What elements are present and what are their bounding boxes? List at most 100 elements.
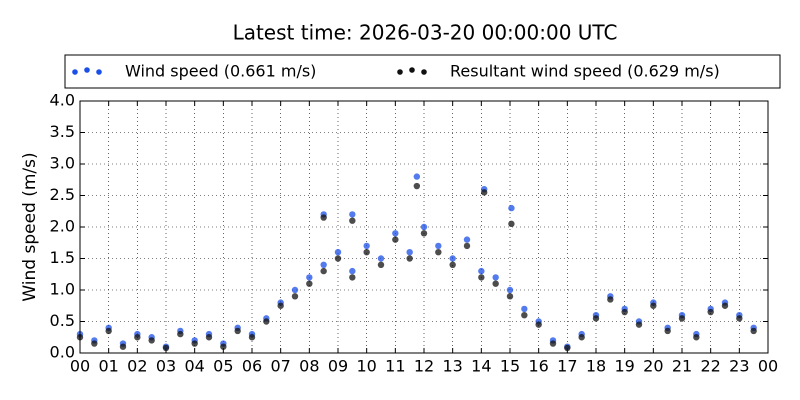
x-tick-label: 05: [213, 357, 233, 376]
point: [750, 327, 757, 335]
point: [377, 261, 385, 268]
point: [320, 214, 327, 221]
point: [413, 182, 421, 190]
legend-marker: [96, 69, 102, 75]
x-tick-label: 08: [299, 357, 319, 376]
point: [334, 255, 342, 262]
point: [635, 321, 643, 328]
point: [478, 274, 485, 281]
x-tick-label: 21: [672, 357, 692, 376]
point: [492, 274, 499, 281]
point: [349, 211, 356, 218]
point: [463, 242, 471, 250]
x-tick-label: 00: [758, 357, 778, 376]
legend-marker: [84, 67, 90, 73]
point: [320, 261, 327, 268]
legend-label: Wind speed (0.661 m/s): [125, 62, 316, 81]
point: [506, 286, 514, 294]
chart-title: Latest time: 2026-03-20 00:00:00 UTC: [233, 21, 618, 45]
point: [105, 327, 112, 335]
point: [220, 343, 227, 350]
point: [578, 334, 585, 341]
x-tick-label: 10: [356, 357, 376, 376]
y-tick-label: 3.5: [50, 122, 75, 141]
point: [535, 321, 542, 328]
point: [162, 344, 170, 352]
x-tick-label: 14: [471, 357, 491, 376]
point: [119, 343, 127, 350]
point: [392, 230, 399, 237]
x-tick-label: 03: [156, 357, 176, 376]
point: [148, 337, 155, 344]
x-tick-label: 02: [127, 357, 147, 376]
x-tick-label: 00: [70, 357, 90, 376]
x-tick-label: 22: [700, 357, 720, 376]
x-tick-label: 20: [643, 357, 663, 376]
point: [435, 249, 442, 256]
x-tick-label: 19: [614, 357, 634, 376]
point: [134, 334, 141, 341]
point: [664, 327, 671, 335]
legend-marker: [409, 67, 415, 73]
x-tick-label: 09: [328, 357, 348, 376]
point: [234, 327, 241, 335]
point: [349, 267, 356, 275]
point: [592, 315, 600, 322]
point: [481, 189, 488, 196]
point: [549, 340, 557, 347]
point: [363, 242, 370, 250]
point: [508, 204, 515, 212]
y-axis-label: Wind speed (m/s): [20, 152, 40, 301]
point: [406, 255, 413, 262]
y-tick-label: 0.5: [50, 311, 75, 330]
point: [463, 236, 471, 243]
plot-frame: [79, 100, 769, 354]
point: [406, 249, 413, 256]
x-tick-label: 06: [242, 357, 262, 376]
point: [334, 249, 342, 256]
point: [478, 267, 485, 275]
point: [91, 340, 98, 347]
point: [191, 340, 198, 347]
point: [263, 318, 270, 325]
point: [306, 274, 313, 281]
point: [492, 280, 499, 287]
point: [177, 330, 184, 338]
point: [205, 334, 213, 341]
legend-marker: [421, 69, 427, 75]
point: [650, 302, 657, 309]
y-tick-label: 1.0: [50, 280, 75, 299]
x-tick-label: 18: [586, 357, 606, 376]
point: [707, 308, 714, 316]
point: [508, 220, 515, 228]
x-tick-label: 13: [442, 357, 462, 376]
y-tick-label: 3.0: [50, 154, 75, 173]
legend-label: Resultant wind speed (0.629 m/s): [450, 62, 720, 81]
point: [607, 296, 614, 303]
point: [506, 293, 514, 300]
point: [420, 230, 428, 237]
y-tick-label: 0.0: [50, 343, 75, 362]
point: [291, 293, 299, 300]
y-tick-label: 2.5: [50, 185, 75, 204]
x-tick-label: 04: [184, 357, 204, 376]
x-tick-label: 15: [500, 357, 520, 376]
point: [521, 305, 528, 313]
point: [420, 223, 428, 231]
point: [291, 286, 299, 294]
y-tick-label: 4.0: [50, 91, 75, 110]
point: [521, 312, 528, 319]
point: [449, 255, 456, 262]
x-tick-label: 11: [385, 357, 405, 376]
point: [363, 249, 370, 256]
point: [621, 308, 628, 316]
point: [320, 267, 327, 275]
point: [413, 173, 421, 180]
point: [678, 315, 686, 322]
x-tick-label: 12: [414, 357, 434, 376]
x-tick-label: 07: [270, 357, 290, 376]
point: [349, 217, 356, 224]
y-tick-label: 1.5: [50, 248, 75, 267]
